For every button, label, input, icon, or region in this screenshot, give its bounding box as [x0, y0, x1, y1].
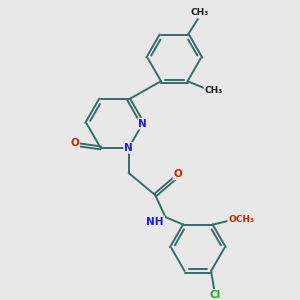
Text: CH₃: CH₃	[204, 85, 223, 94]
Text: N: N	[124, 143, 133, 153]
Text: NH: NH	[146, 217, 164, 226]
Text: CH₃: CH₃	[190, 8, 208, 17]
Text: N: N	[138, 119, 147, 129]
Text: O: O	[70, 139, 79, 148]
Text: OCH₃: OCH₃	[228, 215, 254, 224]
Text: Cl: Cl	[210, 290, 221, 300]
Text: O: O	[173, 169, 182, 179]
